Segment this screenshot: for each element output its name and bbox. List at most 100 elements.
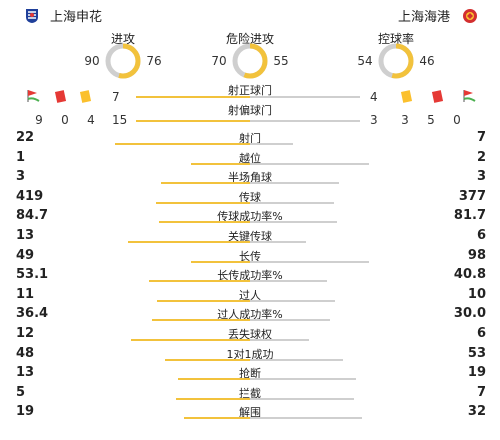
away-team-name: 上海海港: [397, 10, 450, 25]
home-count-red: 0: [61, 113, 69, 127]
stat-label: 拦截: [239, 386, 261, 400]
stat-away-value: 40.8: [453, 267, 486, 283]
stat-home-bar: [156, 201, 250, 204]
stat-label: 射正球门: [228, 84, 272, 97]
stat-row: 53.1 长传成功率% 40.8: [0, 267, 500, 287]
stat-away-bar: [250, 221, 337, 224]
stat-away-value: 98: [467, 247, 486, 263]
stat-away-value: 7: [476, 130, 486, 145]
stat-label: 丢失球权: [228, 328, 272, 341]
away-team[interactable]: 上海海港: [398, 6, 478, 25]
stat-home-bar: [131, 339, 250, 341]
stat-away-value: 10: [467, 286, 486, 302]
stat-row: 49 长传 98: [0, 248, 500, 268]
stat-row: 13 抢断 19: [0, 365, 500, 385]
shots-on-target-home-bar: [136, 96, 250, 98]
donut-chart: [378, 43, 414, 79]
corner-flag-icon: [463, 90, 476, 102]
stat-label: 关键传球: [228, 230, 272, 243]
stat-row: 48 1对1成功 53: [0, 346, 500, 366]
stat-home-bar: [128, 241, 250, 243]
stat-away-bar: [250, 319, 330, 322]
home-team-name: 上海申花: [50, 10, 103, 25]
shots-off-target-away: 3: [370, 113, 378, 127]
stat-row: 13 关键传球 6: [0, 228, 500, 248]
stat-row: 419 传球 377: [0, 189, 500, 209]
donut-home-value: 90: [84, 54, 100, 68]
donut-label: 控球率: [377, 32, 414, 46]
stat-home-value: 11: [16, 286, 35, 302]
donut-chart: [105, 43, 141, 79]
stat-label: 传球: [239, 190, 261, 204]
stat-row: 84.7 传球成功率% 81.7: [0, 208, 500, 228]
stat-home-bar: [176, 397, 250, 400]
donut-away-value: 76: [146, 54, 162, 68]
stat-away-value: 19: [467, 365, 486, 381]
donut-label: 危险进攻: [225, 32, 274, 46]
stat-away-bar: [250, 241, 306, 243]
stat-home-value: 84.7: [16, 208, 49, 224]
stat-away-bar: [250, 201, 334, 204]
stat-label: 1对1成功: [226, 347, 274, 361]
stat-away-value: 377: [458, 188, 486, 204]
stat-home-bar: [149, 280, 250, 283]
stat-away-value: 6: [476, 228, 486, 243]
match-header: 上海申花 上海海港: [0, 6, 500, 28]
stat-row: 12 丢失球权 6: [0, 326, 500, 346]
stat-home-value: 12: [16, 326, 35, 341]
shenhua-logo-icon: [26, 8, 38, 23]
stat-label: 长传成功率%: [217, 269, 283, 283]
stat-away-value: 2: [476, 149, 486, 165]
home-event-icons: [26, 88, 106, 104]
donut-attack: 进攻 90 76: [58, 30, 188, 80]
stat-row: 5 拦截 7: [0, 385, 500, 405]
stat-home-value: 419: [16, 188, 44, 204]
stat-home-value: 22: [16, 130, 35, 145]
stat-away-value: 7: [476, 384, 486, 400]
stat-label: 半场角球: [228, 171, 272, 185]
stat-away-bar: [250, 358, 343, 361]
stat-row: 1 越位 2: [0, 150, 500, 170]
stat-away-bar: [250, 378, 356, 381]
stat-home-value: 53.1: [16, 267, 49, 283]
stat-home-value: 49: [16, 247, 35, 263]
stat-row: 11 过人 10: [0, 287, 500, 307]
shots-on-target-home: 7: [112, 90, 120, 104]
stat-away-value: 6: [476, 326, 486, 341]
stat-home-value: 19: [16, 404, 35, 420]
away-event-counts: 3 5 0: [392, 113, 470, 127]
stat-home-bar: [178, 378, 250, 381]
stat-shots-on-target: 射正球门: [0, 82, 500, 102]
donut-possession: 控球率 54 46: [331, 30, 461, 80]
stat-away-value: 53: [467, 345, 486, 361]
donut-home-value: 54: [357, 54, 373, 68]
stat-home-value: 13: [16, 365, 35, 381]
stat-away-bar: [250, 299, 335, 302]
stat-label: 射偏球门: [228, 104, 272, 117]
stat-away-bar: [250, 339, 309, 341]
stat-home-bar: [152, 319, 250, 322]
stat-away-value: 32: [467, 404, 486, 420]
shots-on-target-away-bar: [250, 96, 360, 98]
stat-home-bar: [115, 143, 250, 145]
donut-dangerous-attack: 危险进攻 70 55: [185, 30, 315, 80]
stat-label: 抢断: [239, 367, 261, 381]
shots-off-target-away-bar: [250, 120, 360, 122]
stat-row: 3 半场角球 3: [0, 169, 500, 189]
stat-away-value: 3: [476, 169, 486, 185]
donut-stats: 进攻 90 76 危险进攻 70 55 控球率 54: [0, 30, 500, 80]
donut-chart: [232, 43, 268, 79]
stat-label: 传球成功率%: [217, 210, 283, 224]
stat-home-value: 13: [16, 228, 35, 243]
stat-away-bar: [250, 143, 293, 145]
stat-away-bar: [250, 182, 339, 185]
donut-label: 进攻: [110, 32, 135, 46]
home-team[interactable]: 上海申花: [24, 6, 102, 25]
stat-label: 越位: [239, 151, 261, 165]
stat-row: 36.4 过人成功率% 30.0: [0, 306, 500, 326]
shots-off-target-home-bar: [136, 120, 250, 122]
stat-home-bar: [191, 162, 250, 165]
stat-home-value: 1: [16, 149, 26, 165]
stat-shots-off-target: 射偏球门: [0, 102, 500, 122]
stat-away-bar: [250, 260, 369, 263]
